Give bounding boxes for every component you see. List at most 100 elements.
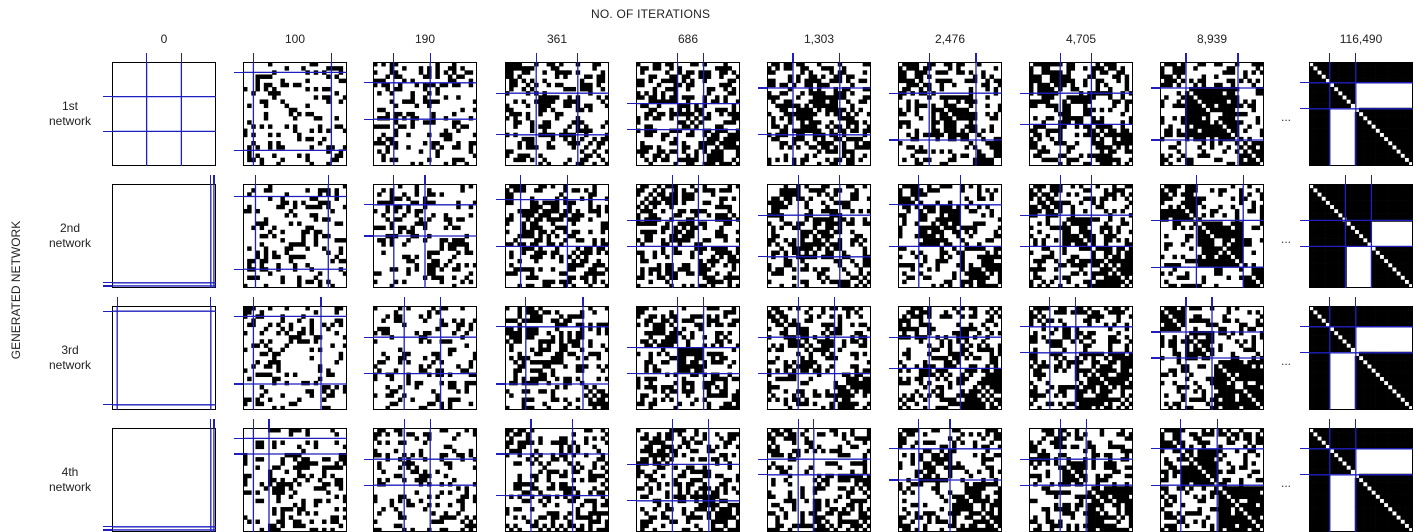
matrix-cell	[1342, 91, 1346, 95]
matrix-cell	[825, 158, 829, 162]
matrix-cell	[915, 104, 919, 108]
matrix-cell	[1202, 74, 1206, 78]
matrix-cell	[1193, 124, 1197, 128]
matrix-cell	[1071, 66, 1075, 70]
matrix-cell	[1193, 209, 1197, 213]
matrix-cell	[1351, 234, 1355, 238]
matrix-cell	[1405, 263, 1409, 267]
matrix-cell	[923, 133, 927, 137]
matrix-cell	[719, 213, 723, 217]
matrix-cell	[817, 238, 821, 242]
matrix-cell	[1392, 217, 1396, 221]
matrix-cell	[1206, 238, 1210, 242]
matrix-cell	[784, 129, 788, 133]
matrix-cell	[834, 246, 838, 250]
matrix-cell	[842, 217, 846, 221]
matrix-cell	[1380, 201, 1384, 205]
matrix-cell	[994, 66, 998, 70]
matrix-cell	[788, 74, 792, 78]
matrix-cell	[977, 196, 981, 200]
matrix-cell	[1189, 196, 1193, 200]
matrix-cell	[310, 226, 314, 230]
matrix-cell	[850, 276, 854, 280]
matrix-cell	[584, 154, 588, 158]
matrix-cell	[385, 205, 389, 209]
divider-tick-left	[1020, 246, 1029, 247]
matrix-cell	[1100, 158, 1104, 162]
matrix-cell	[698, 145, 702, 149]
matrix-cell	[1112, 188, 1116, 192]
matrix-cell	[1235, 141, 1239, 145]
matrix-cell	[640, 145, 644, 149]
matrix-cell	[1100, 137, 1104, 141]
matrix-cell	[1037, 230, 1041, 234]
matrix-cell	[829, 251, 833, 255]
matrix-cell	[1363, 230, 1367, 234]
matrix-cell	[644, 158, 648, 162]
matrix-cell	[542, 79, 546, 83]
matrix-cell	[1396, 205, 1400, 209]
matrix-cell	[255, 221, 259, 225]
matrix-cell	[1235, 230, 1239, 234]
matrix-cell	[829, 104, 833, 108]
matrix-cell	[1247, 154, 1251, 158]
matrix-cell	[534, 201, 538, 205]
matrix-cell	[563, 70, 567, 74]
matrix-cell	[1050, 255, 1054, 259]
matrix-cell	[994, 251, 998, 255]
matrix-cell	[592, 137, 596, 141]
matrix-cell	[1247, 104, 1251, 108]
matrix-cell	[1041, 192, 1045, 196]
matrix-cell	[859, 137, 863, 141]
divider-tick-left	[889, 93, 898, 94]
matrix-cell	[547, 83, 551, 87]
matrix-cell	[682, 112, 686, 116]
matrix-cell	[825, 230, 829, 234]
matrix-cell	[526, 83, 530, 87]
matrix-cell	[1075, 87, 1079, 91]
matrix-cell	[665, 154, 669, 158]
matrix-cell	[673, 271, 677, 275]
matrix-cell	[588, 154, 592, 158]
matrix-cell	[1351, 196, 1355, 200]
matrix-cell	[1256, 116, 1260, 120]
matrix-cell	[1121, 188, 1125, 192]
matrix-cell	[931, 120, 935, 124]
matrix-cell	[1376, 137, 1380, 141]
matrix-cell	[1392, 141, 1396, 145]
matrix-cell	[813, 251, 817, 255]
matrix-cell	[1388, 145, 1392, 149]
matrix-cell	[419, 217, 423, 221]
matrix-cell	[690, 217, 694, 221]
matrix-cell	[719, 112, 723, 116]
matrix-cell	[305, 226, 309, 230]
matrix-cell	[1376, 149, 1380, 153]
matrix-cell	[526, 230, 530, 234]
matrix-cell	[960, 112, 964, 116]
matrix-cell	[1321, 226, 1325, 230]
matrix-cell	[846, 280, 850, 284]
matrix-cell	[1121, 221, 1125, 225]
matrix-cell	[448, 66, 452, 70]
matrix-cell	[673, 196, 677, 200]
matrix-cell	[703, 246, 707, 250]
matrix-cell	[285, 104, 289, 108]
divider-tick-top	[975, 53, 976, 62]
matrix-cell	[1376, 246, 1380, 250]
matrix-cell	[1401, 188, 1405, 192]
matrix-cell	[427, 217, 431, 221]
matrix-cell	[526, 112, 530, 116]
matrix-cell	[322, 188, 326, 192]
matrix-cell	[1218, 158, 1222, 162]
iteration-label: 0	[104, 32, 224, 46]
matrix-cell	[665, 133, 669, 137]
matrix-cell	[542, 124, 546, 128]
matrix-cell	[1202, 141, 1206, 145]
matrix-cell	[973, 129, 977, 133]
matrix-cell	[264, 112, 268, 116]
matrix-cell	[1334, 221, 1338, 225]
matrix-cell	[1050, 74, 1054, 78]
matrix-cell	[1388, 196, 1392, 200]
matrix-cell	[522, 188, 526, 192]
matrix-cell	[850, 104, 854, 108]
